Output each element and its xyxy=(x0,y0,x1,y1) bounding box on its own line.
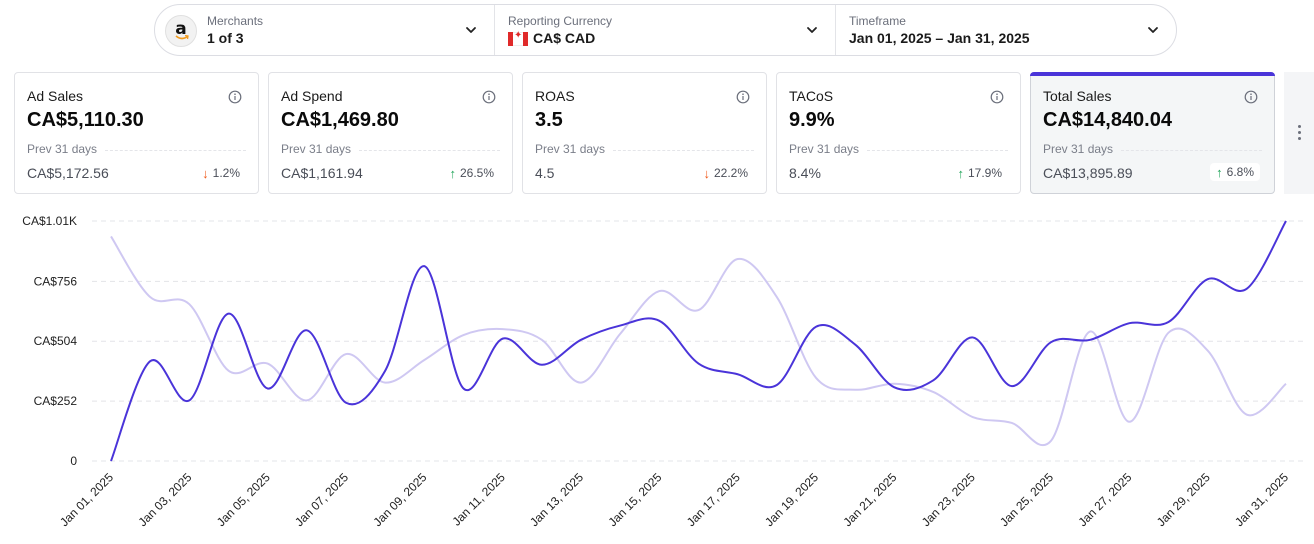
timeframe-label: Timeframe xyxy=(849,14,906,28)
x-tick-label: Jan 01, 2025 xyxy=(57,470,116,529)
x-tick-label: Jan 25, 2025 xyxy=(997,470,1056,529)
x-tick-label: Jan 13, 2025 xyxy=(527,470,586,529)
kpi-card-ad-sales[interactable]: Ad Sales CA$5,110.30 Prev 31 days CA$5,1… xyxy=(14,72,259,194)
info-icon[interactable] xyxy=(482,90,496,104)
kpi-title: Total Sales xyxy=(1043,88,1112,104)
y-tick-label: CA$504 xyxy=(34,334,78,348)
currency-label: Reporting Currency xyxy=(508,14,613,28)
timeframe-selector[interactable]: Timeframe Jan 01, 2025 – Jan 31, 2025 xyxy=(836,5,1176,55)
x-tick-label: Jan 29, 2025 xyxy=(1154,470,1213,529)
x-tick-label: Jan 23, 2025 xyxy=(919,470,978,529)
kpi-change-value: 6.8% xyxy=(1226,165,1254,179)
x-tick-label: Jan 31, 2025 xyxy=(1232,470,1291,529)
kpi-change-value: 1.2% xyxy=(212,166,240,180)
currency-value: CA$ CAD xyxy=(533,30,596,46)
kpi-change-value: 26.5% xyxy=(459,166,494,180)
divider xyxy=(105,150,246,151)
chevron-down-icon xyxy=(1148,27,1158,33)
kpi-title: ROAS xyxy=(535,88,575,104)
arrow-down-icon: ↓ xyxy=(703,165,710,181)
kpi-prev-label: Prev 31 days xyxy=(281,142,352,156)
kpi-prev-label: Prev 31 days xyxy=(789,142,860,156)
amazon-logo-letter: a xyxy=(175,19,187,39)
divider xyxy=(359,150,500,151)
kpi-title: TACoS xyxy=(789,88,834,104)
x-tick-label: Jan 15, 2025 xyxy=(605,470,664,529)
kpi-title: Ad Spend xyxy=(281,88,343,104)
merchants-label: Merchants xyxy=(207,14,264,28)
kpi-prev-value: CA$1,161.94 xyxy=(281,165,363,181)
kpi-value: CA$5,110.30 xyxy=(27,109,144,131)
y-tick-label: 0 xyxy=(70,454,77,468)
x-tick-label: Jan 03, 2025 xyxy=(135,470,194,529)
kpi-card-roas[interactable]: ROAS 3.5 Prev 31 days 4.5 ↓ 22.2% xyxy=(522,72,767,194)
series-line-previous xyxy=(110,235,1287,447)
info-icon[interactable] xyxy=(1244,90,1258,104)
x-tick-label: Jan 17, 2025 xyxy=(684,470,743,529)
divider xyxy=(613,150,754,151)
chevron-down-icon xyxy=(807,27,817,33)
x-tick-label: Jan 09, 2025 xyxy=(370,470,429,529)
canada-flag-icon xyxy=(508,30,528,46)
x-tick-label: Jan 05, 2025 xyxy=(214,470,273,529)
arrow-up-icon: ↑ xyxy=(957,165,964,181)
total-sales-line-chart: 0 CA$252 CA$504 CA$756 CA$1.01K Jan 01, 2025… xyxy=(22,214,1306,529)
info-icon[interactable] xyxy=(228,90,242,104)
kpi-change: ↑ 26.5% xyxy=(449,166,494,180)
kpi-prev-value: CA$5,172.56 xyxy=(27,165,109,181)
timeframe-value: Jan 01, 2025 – Jan 31, 2025 xyxy=(849,30,1030,46)
info-icon[interactable] xyxy=(990,90,1004,104)
kpi-change-value: 17.9% xyxy=(967,166,1002,180)
x-tick-label: Jan 19, 2025 xyxy=(762,470,821,529)
amazon-logo: a xyxy=(165,15,197,47)
kpi-prev-label: Prev 31 days xyxy=(1043,142,1114,156)
kpi-prev-label: Prev 31 days xyxy=(27,142,98,156)
kpi-value: CA$14,840.04 xyxy=(1043,109,1172,131)
arrow-down-icon: ↓ xyxy=(202,165,209,181)
chevron-down-icon xyxy=(466,27,476,33)
x-tick-label: Jan 21, 2025 xyxy=(840,470,899,529)
filter-bar: a Merchants 1 of 3 Reporting Currency CA… xyxy=(154,4,1177,56)
kpi-card-ad-spend[interactable]: Ad Spend CA$1,469.80 Prev 31 days CA$1,1… xyxy=(268,72,513,194)
currency-selector[interactable]: Reporting Currency CA$ CAD xyxy=(495,5,836,55)
y-tick-label: CA$252 xyxy=(34,394,78,408)
more-options-icon[interactable] xyxy=(1294,125,1304,143)
y-tick-label: CA$756 xyxy=(34,274,78,288)
kpi-change: ↓ 22.2% xyxy=(703,166,748,180)
kpi-prev-value: CA$13,895.89 xyxy=(1043,165,1133,181)
kpi-prev-value: 4.5 xyxy=(535,165,555,181)
kpi-change: ↑ 17.9% xyxy=(957,166,1002,180)
divider xyxy=(867,150,1008,151)
kpi-change: ↓ 1.2% xyxy=(202,166,240,180)
merchants-selector[interactable]: a Merchants 1 of 3 xyxy=(155,5,495,55)
divider xyxy=(1121,150,1262,151)
x-tick-label: Jan 07, 2025 xyxy=(292,470,351,529)
kpi-change: ↑ 6.8% xyxy=(1210,163,1260,181)
kpi-card-tacos[interactable]: TACoS 9.9% Prev 31 days 8.4% ↑ 17.9% xyxy=(776,72,1021,194)
kpi-value: CA$1,469.80 xyxy=(281,109,399,131)
kpi-card-total-sales[interactable]: Total Sales CA$14,840.04 Prev 31 days CA… xyxy=(1030,72,1275,194)
y-tick-label: CA$1.01K xyxy=(22,214,77,228)
kpi-title: Ad Sales xyxy=(27,88,84,104)
kpi-value: 3.5 xyxy=(535,109,563,131)
kpi-value: 9.9% xyxy=(789,109,835,131)
arrow-up-icon: ↑ xyxy=(1216,164,1223,180)
info-icon[interactable] xyxy=(736,90,750,104)
merchants-value: 1 of 3 xyxy=(207,30,244,46)
x-tick-label: Jan 11, 2025 xyxy=(449,470,508,529)
kpi-prev-value: 8.4% xyxy=(789,165,821,181)
series-line-current xyxy=(110,220,1287,462)
x-tick-label: Jan 27, 2025 xyxy=(1075,470,1134,529)
kpi-change-value: 22.2% xyxy=(713,166,748,180)
kpi-prev-label: Prev 31 days xyxy=(535,142,606,156)
arrow-up-icon: ↑ xyxy=(449,165,456,181)
